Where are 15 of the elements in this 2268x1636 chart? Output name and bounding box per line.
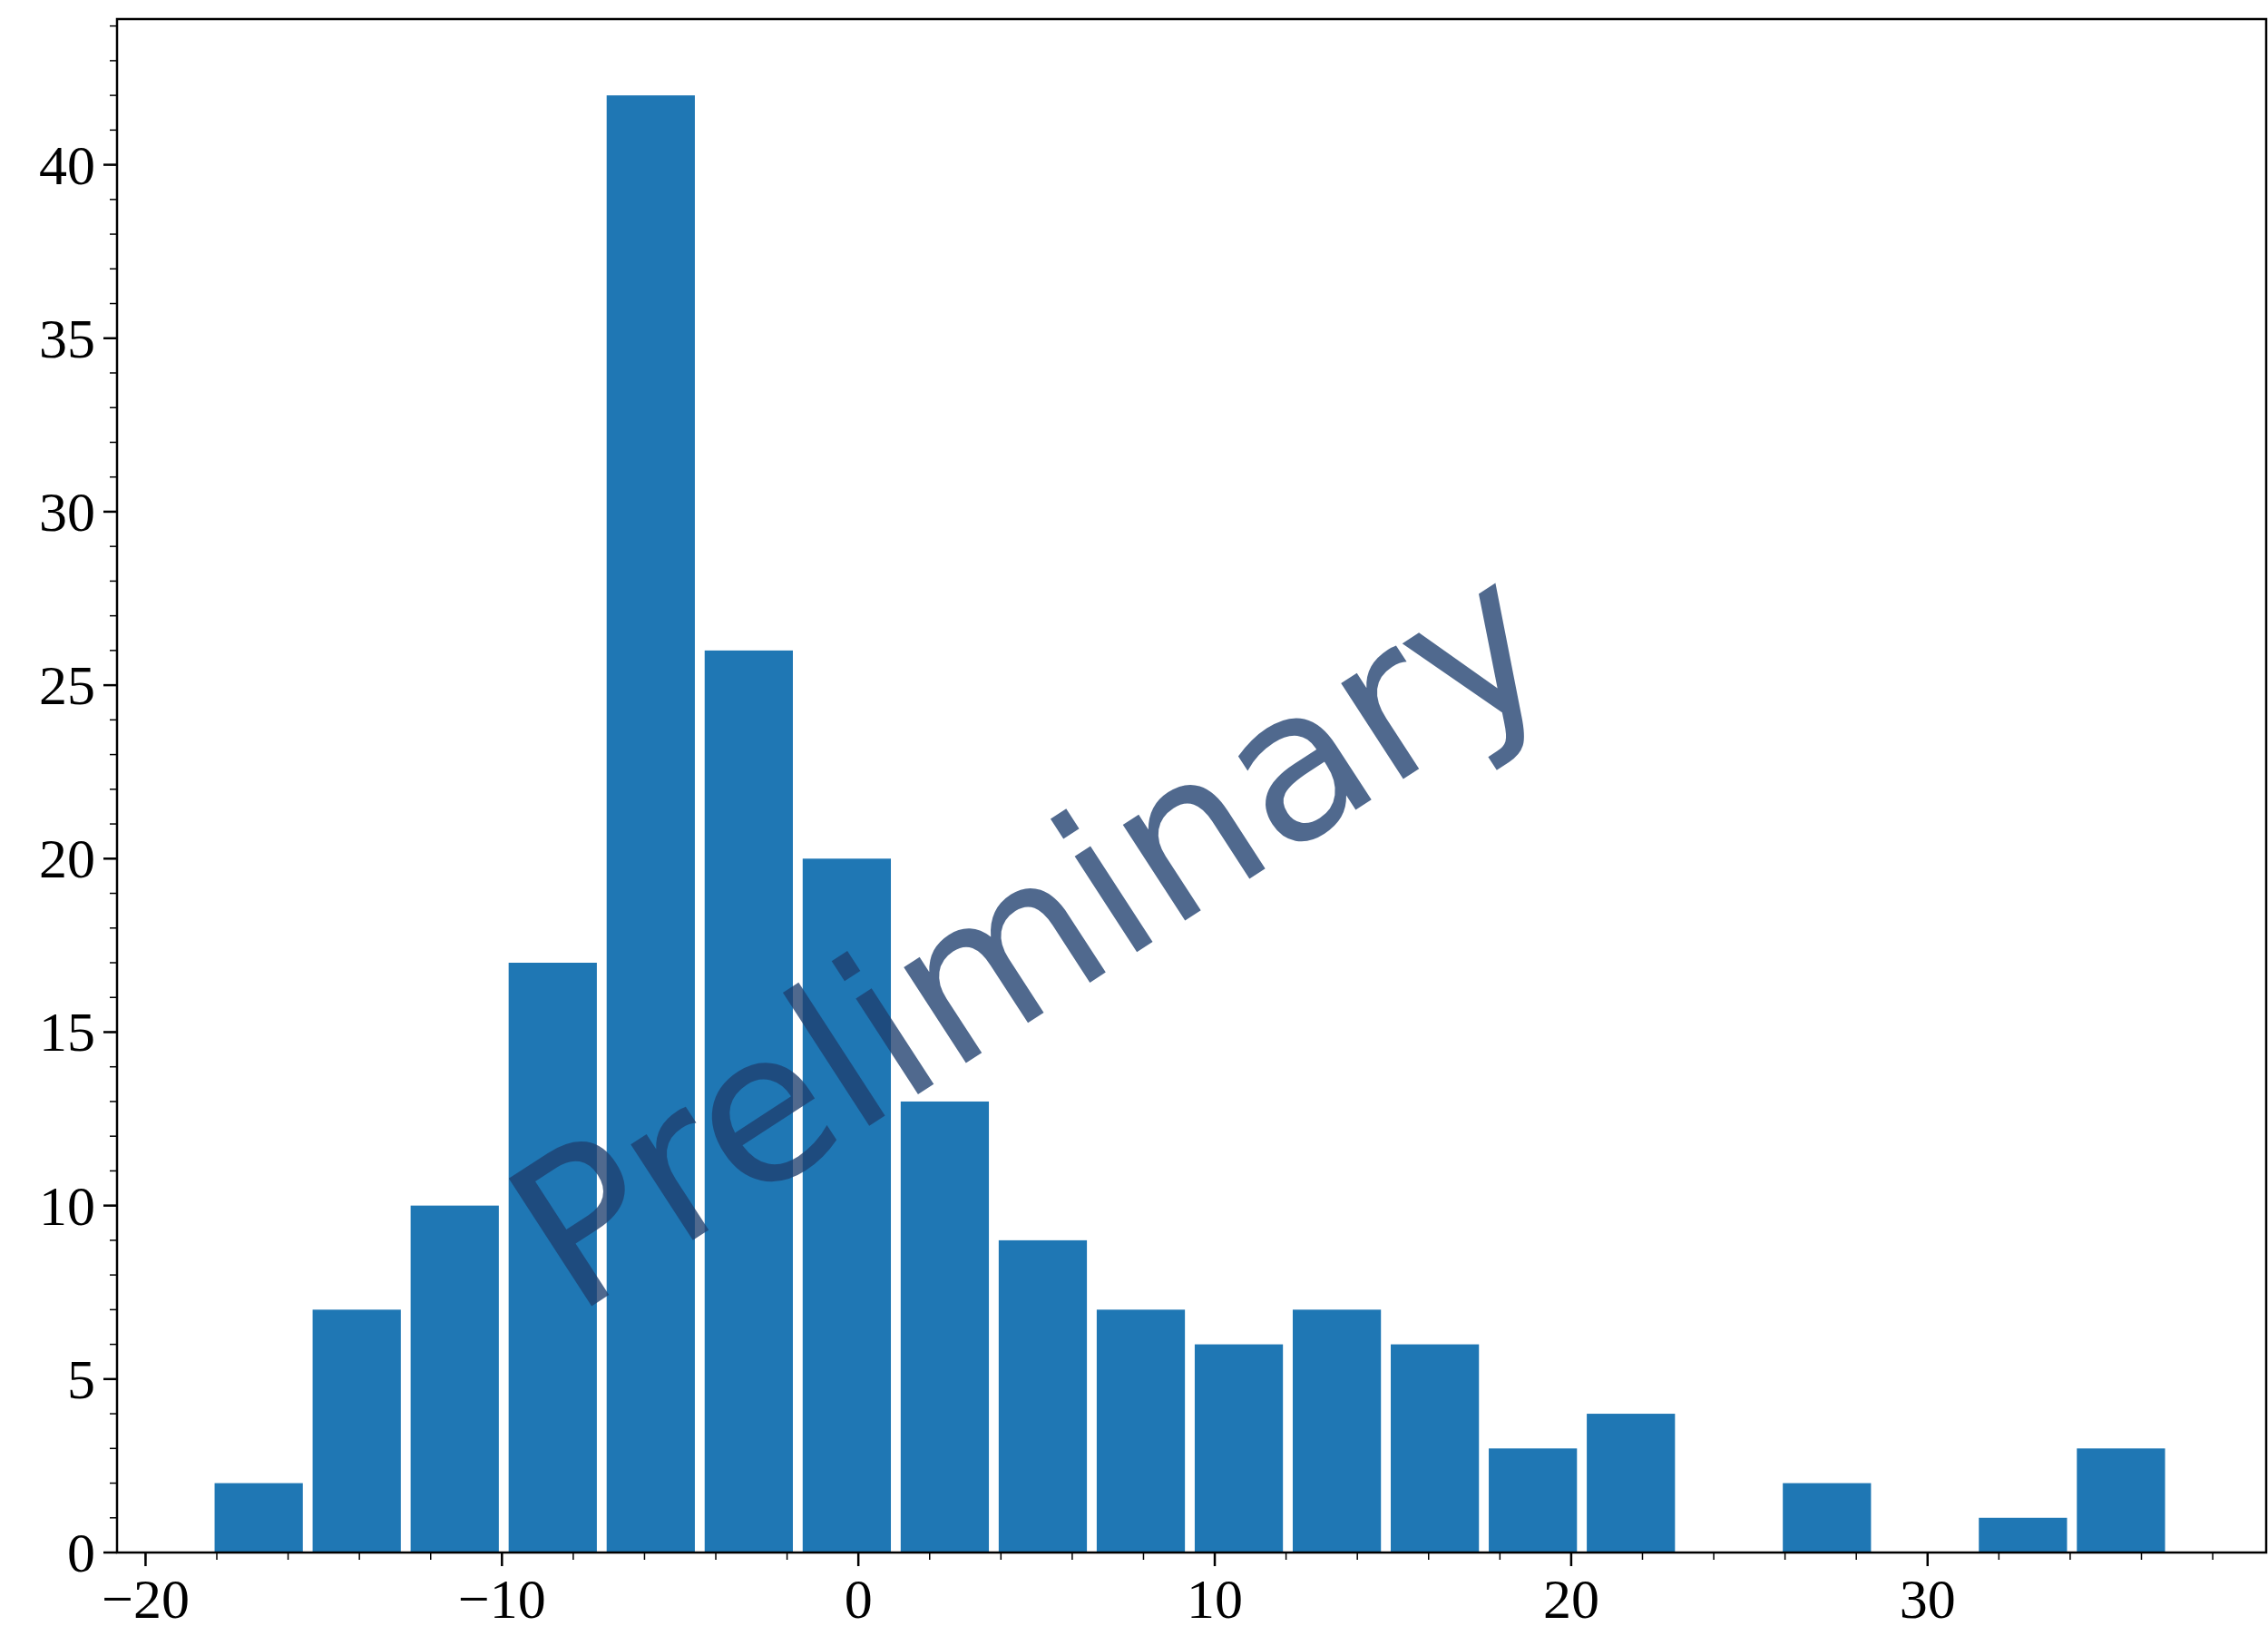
y-tick-label: 35 [39,307,95,369]
x-tick-label: −20 [101,1568,190,1630]
y-tick-label: 40 [39,133,95,196]
x-tick-label: 0 [844,1568,873,1630]
y-tick-label: 20 [39,828,95,890]
y-tick-label: 30 [39,480,95,543]
x-tick-label: 20 [1542,1568,1599,1630]
x-tick-label: 30 [1899,1568,1956,1630]
y-tick-label: 5 [67,1347,95,1410]
y-tick-label: 15 [39,1001,95,1063]
y-tick-label: 25 [39,654,95,717]
x-tick-label: −10 [457,1568,546,1630]
y-tick-label: 0 [67,1522,95,1583]
y-tick-label: 10 [39,1174,95,1237]
x-tick-label: 10 [1187,1568,1244,1630]
